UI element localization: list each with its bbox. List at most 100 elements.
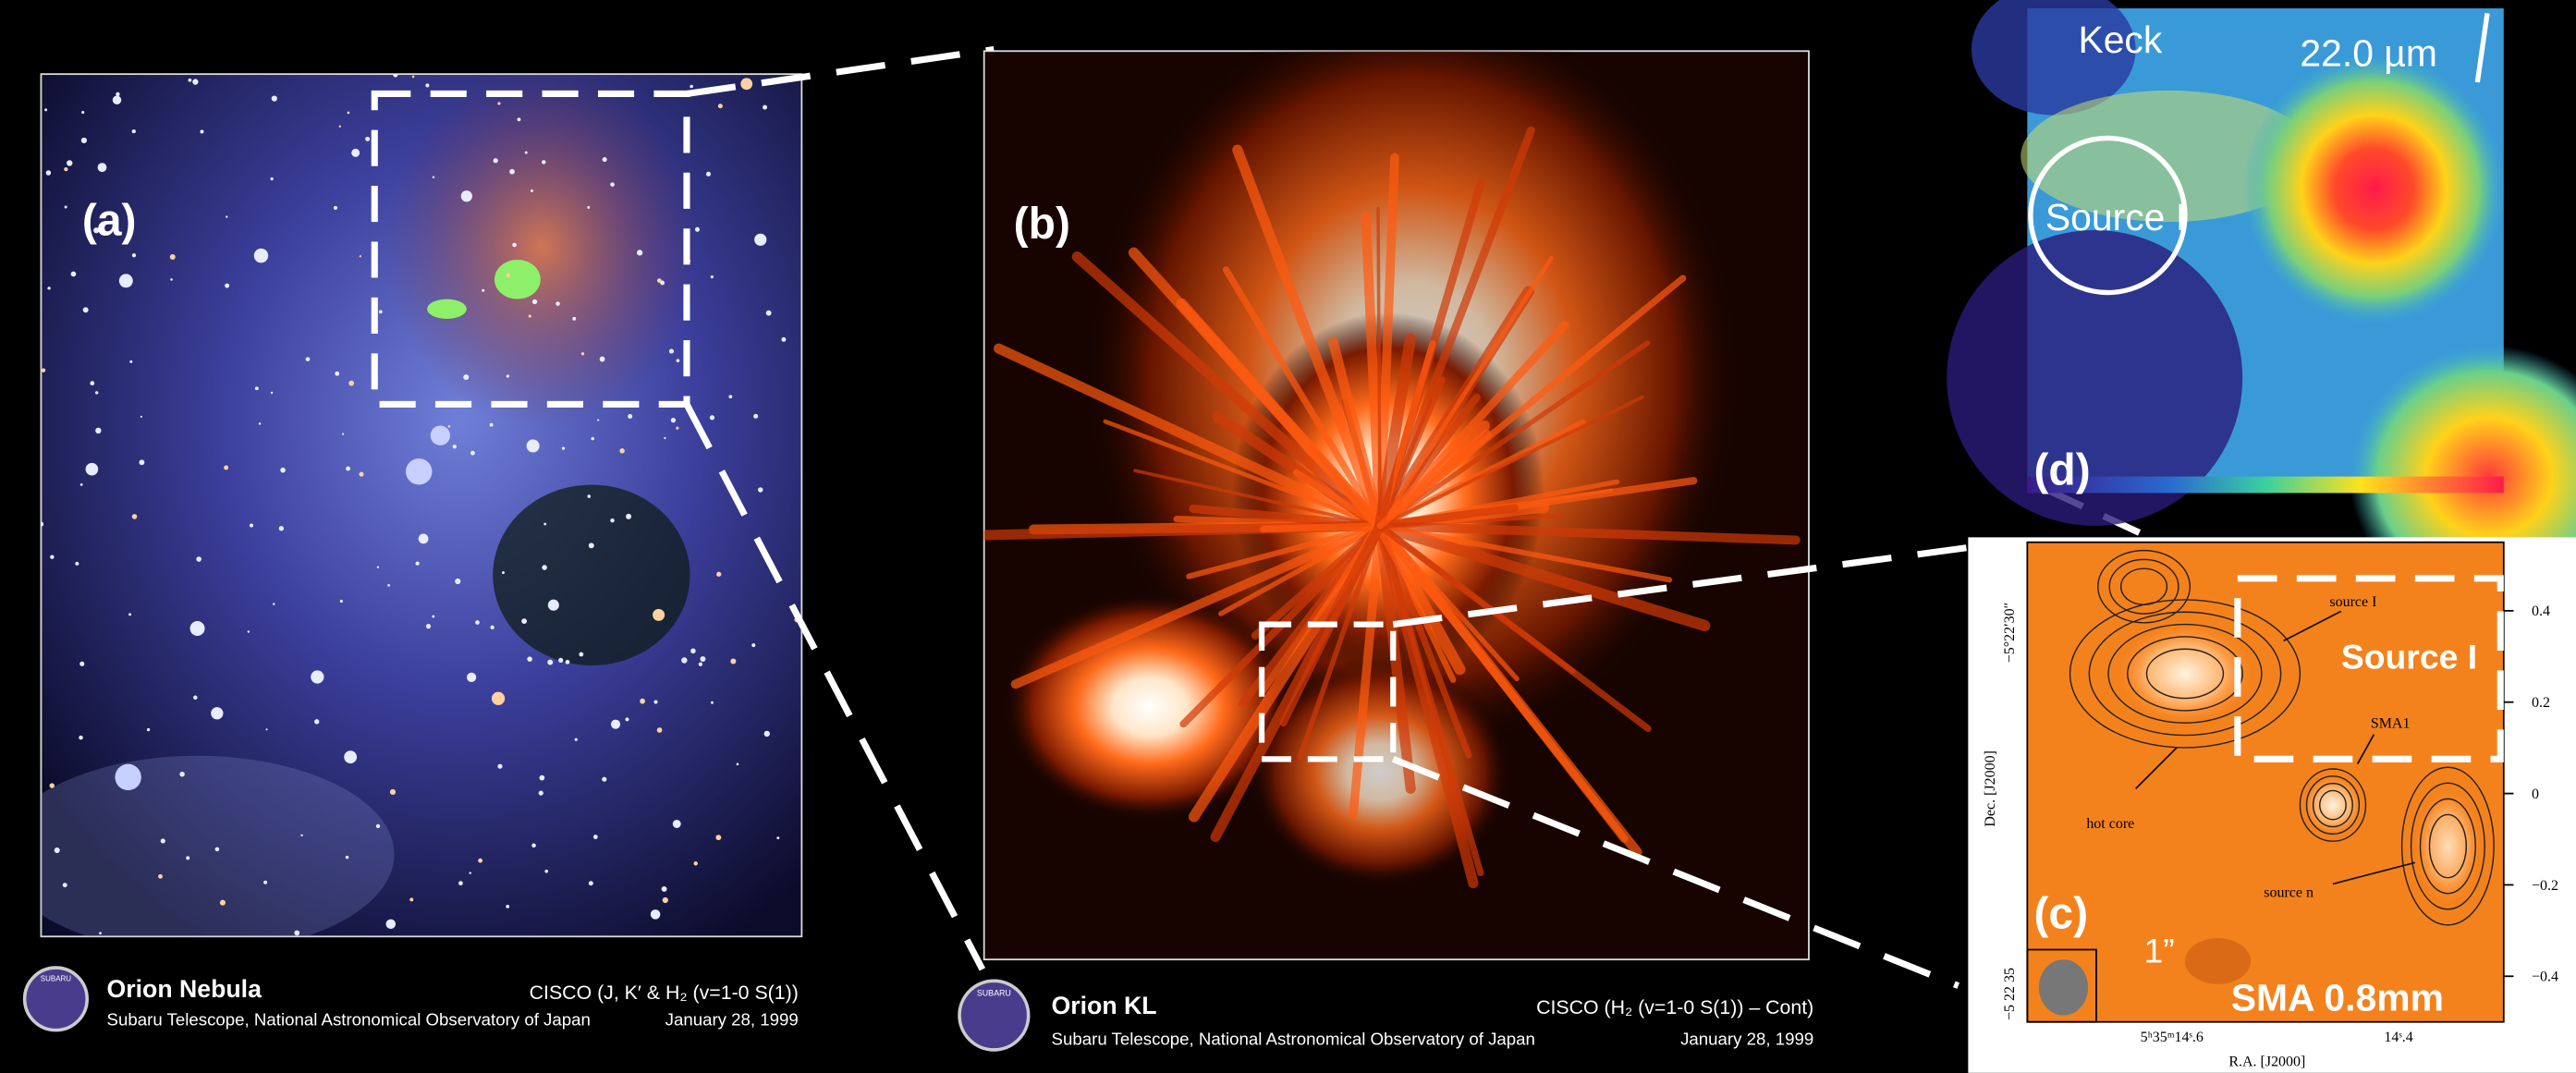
star — [306, 357, 311, 361]
body: (a) SUBARU Orion Nebula Subaru Telescope… — [0, 0, 2576, 1073]
star — [359, 472, 363, 477]
star — [453, 445, 457, 448]
star — [640, 699, 645, 704]
star — [597, 420, 599, 421]
star — [190, 621, 205, 636]
star — [377, 567, 379, 568]
star — [386, 920, 396, 929]
star — [539, 790, 543, 795]
star — [637, 250, 642, 255]
star — [602, 777, 606, 782]
star — [531, 844, 536, 848]
star — [39, 522, 43, 527]
star — [740, 78, 752, 90]
star — [711, 275, 714, 278]
caption-title: Orion Nebula — [107, 975, 262, 1003]
star — [619, 448, 624, 453]
star — [387, 584, 390, 587]
star — [425, 83, 429, 87]
caption-title: Orion KL — [1052, 992, 1157, 1019]
star — [416, 562, 420, 566]
caption-date: January 28, 1999 — [1680, 1030, 1813, 1049]
star — [158, 874, 163, 879]
star — [663, 897, 668, 903]
star — [490, 626, 494, 629]
star — [81, 138, 87, 143]
star — [518, 117, 521, 121]
star — [490, 423, 494, 427]
star — [673, 820, 681, 828]
x-tick-label: 14ˢ.4 — [2384, 1030, 2412, 1045]
star — [129, 360, 132, 363]
annotation: hot core — [2086, 816, 2134, 832]
star — [215, 847, 220, 852]
star — [776, 836, 779, 839]
bright-star — [406, 458, 432, 484]
star — [461, 190, 472, 201]
star — [254, 249, 268, 262]
star — [521, 618, 527, 624]
star — [676, 427, 678, 430]
star — [587, 494, 591, 498]
emission-peak — [2415, 788, 2481, 903]
colorbar-tick-label: 0.4 — [2532, 604, 2550, 619]
star — [677, 359, 680, 362]
star — [467, 673, 476, 682]
panel-label: (a) — [82, 196, 137, 245]
star — [314, 719, 319, 724]
star — [470, 451, 475, 456]
star — [766, 311, 772, 316]
star — [250, 523, 253, 527]
star — [730, 659, 736, 665]
star — [711, 701, 714, 704]
connector-line — [687, 49, 994, 93]
star — [478, 859, 482, 863]
star — [507, 374, 509, 377]
star — [455, 579, 460, 584]
beam — [2039, 959, 2088, 1015]
star — [161, 838, 165, 843]
star — [95, 391, 98, 394]
caption-credit: Subaru Telescope, National Astronomical … — [1052, 1030, 1535, 1049]
star — [279, 526, 284, 530]
star — [494, 158, 498, 163]
star — [463, 374, 469, 380]
y-axis-label: Dec. [J2000] — [1983, 750, 1998, 827]
star — [99, 932, 102, 934]
wavelength-label: 22.0 µm — [2300, 31, 2437, 74]
y-tick-label: −5 22 35 — [2002, 968, 2018, 1020]
star — [657, 278, 662, 283]
star — [497, 102, 500, 104]
star — [342, 433, 344, 435]
star — [532, 299, 537, 304]
annotation: SMA1 — [2371, 716, 2411, 732]
star — [79, 662, 84, 666]
star — [610, 518, 614, 522]
star — [98, 163, 107, 172]
star — [544, 870, 548, 873]
star — [469, 872, 470, 873]
star — [497, 764, 502, 769]
star — [65, 205, 67, 208]
star — [693, 861, 697, 865]
green-knot — [427, 299, 467, 319]
star — [346, 467, 350, 471]
star — [113, 96, 121, 104]
star — [492, 692, 505, 705]
star — [611, 720, 620, 729]
star — [67, 160, 72, 165]
star — [651, 909, 661, 920]
star — [64, 167, 67, 171]
star — [562, 447, 565, 450]
star — [211, 707, 223, 719]
star — [653, 701, 657, 704]
x-axis-label: R.A. [J2000] — [2228, 1055, 2305, 1070]
panel-d: Keck 22.0 µm Source I (d) — [1947, 0, 2576, 608]
star — [600, 357, 605, 362]
star — [706, 172, 711, 177]
colorbar-tick-label: −0.2 — [2532, 878, 2558, 894]
panel-c: source I SMA1 hot core source n Source I… — [1968, 537, 2576, 1072]
star — [128, 613, 131, 616]
sma-map — [2027, 543, 2503, 1022]
star — [525, 152, 528, 154]
